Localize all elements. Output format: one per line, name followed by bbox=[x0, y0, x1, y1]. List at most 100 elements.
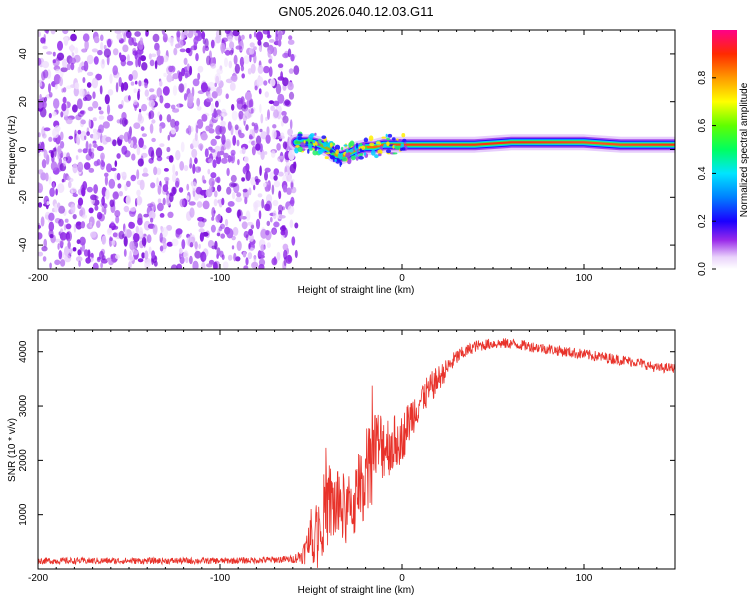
spectrogram-noise-cell bbox=[230, 156, 234, 162]
spectrogram-noise-cell bbox=[239, 56, 245, 67]
spectrogram-noise-cell bbox=[270, 105, 275, 112]
spectrogram-noise-cell bbox=[272, 46, 278, 57]
spectrogram-noise-cell bbox=[136, 48, 144, 55]
spectrogram-noise-cell bbox=[216, 86, 223, 96]
spectrogram-noise-cell bbox=[38, 169, 44, 175]
spectrogram-noise-cell bbox=[221, 254, 225, 260]
spectrogram-noise-cell bbox=[181, 239, 186, 250]
spectrogram-noise-cell bbox=[86, 82, 92, 88]
spectrogram-noise-cell bbox=[276, 251, 281, 261]
spectrogram-noise-cell bbox=[82, 148, 88, 154]
spectrogram-noise-cell bbox=[222, 261, 229, 269]
spectrogram-noise-cell bbox=[59, 77, 63, 87]
spectrogram-noise-cell bbox=[278, 155, 285, 160]
spectrogram-noise-cell bbox=[106, 114, 114, 122]
spectrogram-noise-cell bbox=[256, 76, 264, 86]
spectrogram-noise-cell bbox=[91, 77, 99, 89]
spectrogram-noise-cell bbox=[221, 197, 225, 206]
snr-xlabel: Height of straight line (km) bbox=[298, 585, 415, 596]
spectrogram-noise-cell bbox=[283, 256, 287, 267]
spectrogram-track-speckle bbox=[381, 136, 387, 139]
spectrogram-noise-cell bbox=[162, 86, 170, 96]
spectrogram-noise-cell bbox=[264, 184, 271, 192]
snr-panel: -200 -100 0 100 1000 2000 3000 4000 Height of s… bbox=[7, 329, 676, 596]
spectrogram-noise-cell bbox=[133, 122, 141, 129]
spectrogram-noise-cell bbox=[86, 131, 90, 137]
spectrogram-noise-cell bbox=[268, 100, 275, 105]
spectrogram-noise-cell bbox=[248, 135, 254, 140]
spectrogram-noise-cell bbox=[170, 127, 176, 135]
spectrogram-noise-cell bbox=[72, 163, 78, 174]
spectrogram-track-speckle bbox=[345, 152, 351, 159]
spectrogram-noise-cell bbox=[259, 165, 262, 176]
spectrogram-noise-cell bbox=[82, 33, 90, 42]
spectrogram-noise-cell bbox=[162, 197, 166, 206]
spectrogram-track-speckle bbox=[303, 140, 306, 144]
spectrogram-noise-cell bbox=[141, 133, 147, 138]
spectrogram-noise-cell bbox=[90, 194, 97, 201]
spectrogram-noise-cell bbox=[45, 172, 49, 182]
snr-xtick-label: -100 bbox=[210, 573, 230, 584]
colorbar-tick-label: 0.6 bbox=[697, 118, 708, 132]
spectrogram-noise-cell bbox=[81, 65, 86, 71]
spectrogram-noise-cell bbox=[272, 199, 279, 207]
spectrogram-noise-cell bbox=[40, 37, 46, 44]
spectrogram-noise-cell bbox=[242, 251, 247, 258]
spectrogram-noise-cell bbox=[227, 121, 232, 131]
spectrogram-noise-cell bbox=[156, 167, 162, 175]
spectrogram-noise-cell bbox=[72, 104, 78, 113]
spectrogram-track-speckle bbox=[394, 145, 401, 150]
spectrogram-noise-cell bbox=[84, 94, 92, 101]
spectrogram-noise-cell bbox=[249, 42, 255, 48]
spectrogram-noise-cell bbox=[215, 100, 219, 108]
spectrogram-noise-cell bbox=[100, 34, 104, 42]
spectrogram-noise-cell bbox=[42, 61, 50, 69]
spectrogram-noise-cell bbox=[106, 104, 111, 115]
spectrogram-noise-cell bbox=[88, 207, 94, 214]
spectrogram-noise-cell bbox=[249, 234, 254, 242]
spectrogram-noise-cell bbox=[152, 224, 158, 235]
spectrogram-noise-cell bbox=[261, 198, 265, 209]
snr-ylabel: SNR (10 * v/v) bbox=[7, 418, 18, 482]
colorbar-ticks: 0.0 0.2 0.4 0.6 0.8 bbox=[697, 70, 716, 276]
spectrogram-noise-cell bbox=[248, 187, 252, 196]
spectrogram-noise-cell bbox=[216, 232, 221, 237]
spectrogram-noise-cell bbox=[244, 196, 248, 205]
spectrogram-noise-cell bbox=[177, 103, 180, 109]
spectrogram-noise-cell bbox=[266, 242, 271, 249]
spectrogram-noise-cell bbox=[112, 232, 118, 238]
spectrogram-noise-cell bbox=[80, 119, 86, 125]
spectrogram-noise-cell bbox=[77, 249, 82, 256]
spectrogram-track-speckle bbox=[324, 156, 329, 160]
spectrogram-noise-cell bbox=[207, 81, 215, 89]
spectrogram-noise-cell bbox=[221, 157, 228, 164]
spectrogram-noise-cell bbox=[282, 115, 289, 124]
spectrogram-noise-cell bbox=[268, 39, 275, 43]
spectrogram-noise-cell bbox=[146, 261, 152, 266]
spectrogram-noise-cell bbox=[263, 182, 267, 188]
spectrogram-noise-cell bbox=[237, 129, 242, 136]
spectrogram-noise-cell bbox=[157, 198, 162, 204]
spectrogram-noise-cell bbox=[159, 143, 165, 148]
spectrogram-noise-cell bbox=[55, 68, 61, 74]
spectrogram-noise-cell bbox=[109, 199, 115, 208]
spectrogram-noise-cell bbox=[87, 249, 91, 259]
spectrogram-noise-cell bbox=[229, 41, 235, 50]
spectrogram-noise-cell bbox=[109, 73, 113, 84]
spectrogram-noise-cell bbox=[57, 145, 62, 155]
spectrogram-noise-cell bbox=[72, 214, 77, 220]
spectrogram-noise-cell bbox=[249, 47, 255, 55]
spectrogram-track-speckle bbox=[363, 152, 367, 156]
spectrogram-noise-cell bbox=[50, 150, 54, 158]
spectrogram-noise-cell bbox=[237, 159, 240, 166]
spectrogram-noise-cell bbox=[168, 65, 174, 73]
spectrogram-noise-cell bbox=[138, 137, 144, 148]
spectrogram-noise-cell bbox=[226, 186, 232, 195]
spectrogram-noise-cell bbox=[112, 191, 119, 200]
spectrogram-noise-cell bbox=[167, 134, 171, 141]
spectrogram-noise-cell bbox=[215, 35, 221, 44]
spectrogram-noise-cell bbox=[245, 124, 249, 131]
spectrogram-noise-cell bbox=[293, 65, 300, 75]
spectrogram-noise-cell bbox=[112, 48, 119, 56]
spectrogram-noise-cell bbox=[38, 31, 41, 37]
